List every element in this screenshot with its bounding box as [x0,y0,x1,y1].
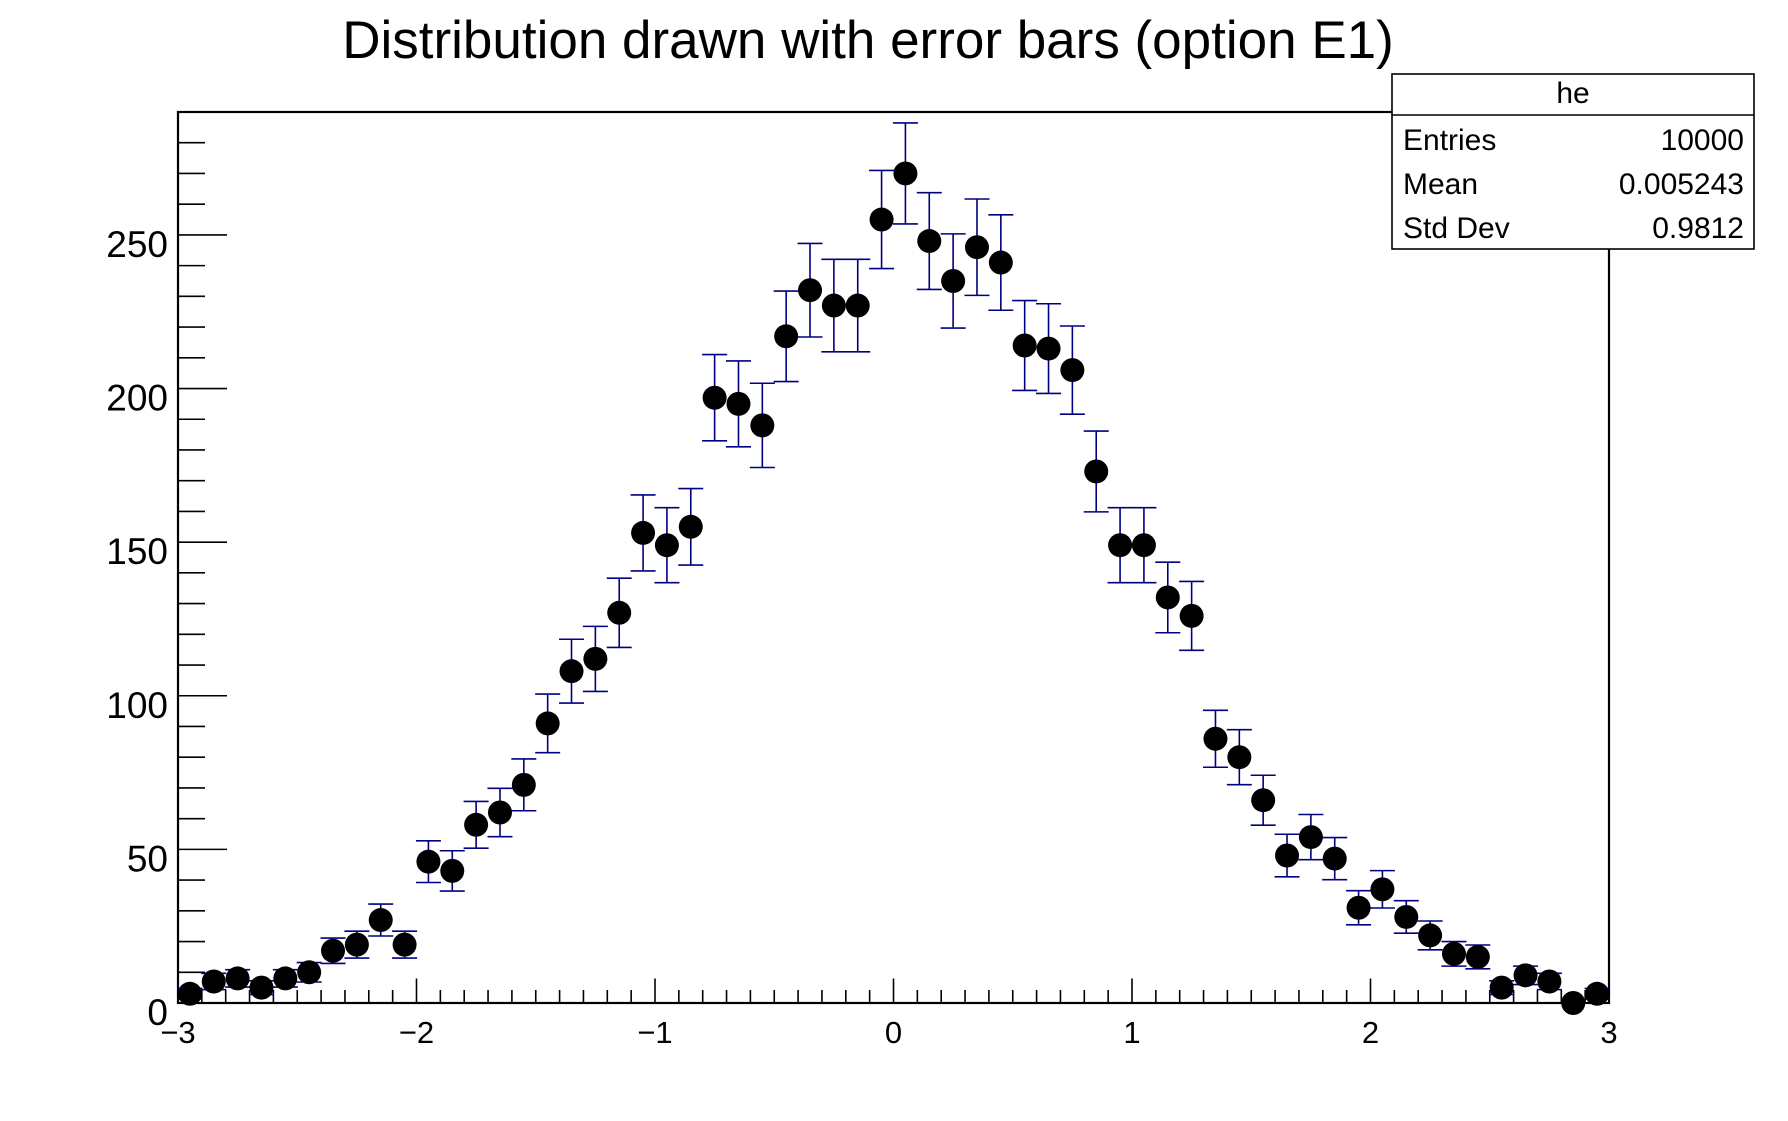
svg-text:1: 1 [1123,1015,1140,1050]
svg-text:100: 100 [106,685,168,726]
svg-text:10000: 10000 [1661,124,1744,157]
svg-text:−2: −2 [399,1015,434,1050]
svg-text:2: 2 [1362,1015,1379,1050]
svg-text:0: 0 [885,1015,902,1050]
svg-text:he: he [1556,77,1589,110]
svg-text:0: 0 [147,992,168,1033]
svg-text:Entries: Entries [1403,124,1496,157]
svg-text:Distribution drawn with error: Distribution drawn with error bars (opti… [342,11,1394,70]
svg-text:Mean: Mean [1403,168,1478,201]
svg-text:150: 150 [106,531,168,572]
svg-text:3: 3 [1600,1015,1617,1050]
svg-text:Std Dev: Std Dev [1403,212,1510,245]
svg-text:50: 50 [127,838,168,879]
svg-text:−1: −1 [637,1015,672,1050]
svg-text:200: 200 [106,378,168,419]
svg-text:0.005243: 0.005243 [1619,168,1744,201]
svg-text:0.9812: 0.9812 [1652,212,1744,245]
svg-text:250: 250 [106,224,168,265]
